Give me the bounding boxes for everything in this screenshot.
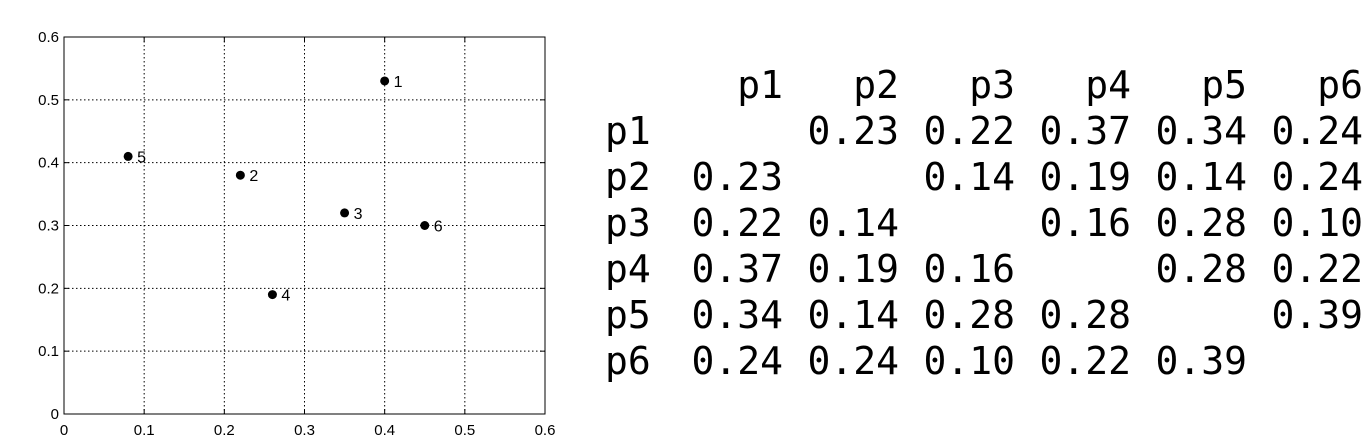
matrix-cell <box>899 200 1015 246</box>
matrix-cell: 0.34 <box>1155 109 1247 153</box>
matrix-row: p2 0.23 0.14 0.19 0.14 0.24 <box>605 154 1363 200</box>
matrix-cell: 0.19 <box>807 247 899 291</box>
grid-lines <box>64 37 545 414</box>
matrix-cell: 0.14 <box>923 155 1015 199</box>
matrix-corner <box>605 62 667 108</box>
column-header: p6 <box>1317 63 1363 107</box>
data-point <box>123 151 133 161</box>
matrix-header-row: p1 p2 p3 p4 p5 p6 <box>605 62 1363 108</box>
matrix-cell: 0.37 <box>1039 109 1131 153</box>
point-label: 2 <box>249 168 258 185</box>
x-tick-label: 0.5 <box>454 422 475 439</box>
matrix-row: p6 0.24 0.24 0.10 0.22 0.39 <box>605 338 1363 384</box>
x-tick-label: 0.4 <box>374 422 395 439</box>
matrix-cell: 0.22 <box>923 109 1015 153</box>
data-points: 1 2 3 4 5 6 <box>123 74 443 305</box>
point-label: 3 <box>354 206 363 223</box>
matrix-cell: 0.22 <box>1271 247 1363 291</box>
matrix-row: p4 0.37 0.19 0.16 0.28 0.22 <box>605 246 1363 292</box>
y-tick-label: 0.2 <box>38 280 59 297</box>
matrix-cell <box>667 108 783 154</box>
matrix-cell <box>1131 292 1247 338</box>
x-tick-label: 0.1 <box>134 422 155 439</box>
matrix-cell: 0.24 <box>1271 109 1363 153</box>
matrix-cell: 0.10 <box>1271 201 1363 245</box>
matrix-cell <box>783 154 899 200</box>
scatter-plot: 0 0.1 0.2 0.3 0.4 0.5 0.6 0 0.1 0.2 0.3 0.4 0.5 0.6 1… <box>38 29 555 439</box>
matrix-cell: 0.23 <box>807 109 899 153</box>
matrix-row: p5 0.34 0.14 0.28 0.28 0.39 <box>605 292 1363 338</box>
matrix-cell: 0.14 <box>1155 155 1247 199</box>
row-header: p6 <box>605 339 651 383</box>
column-header: p5 <box>1201 63 1247 107</box>
matrix-cell: 0.24 <box>1271 155 1363 199</box>
column-header: p2 <box>853 63 899 107</box>
data-point <box>420 221 430 230</box>
x-tick-label: 0.3 <box>294 422 315 439</box>
matrix-cell: 0.28 <box>1155 247 1247 291</box>
data-point <box>340 208 350 218</box>
y-tick-label: 0.3 <box>38 218 59 235</box>
row-header: p3 <box>605 201 651 245</box>
matrix-cell: 0.34 <box>691 293 783 337</box>
point-label: 4 <box>281 288 290 305</box>
column-header: p1 <box>737 63 783 107</box>
row-header: p1 <box>605 109 651 153</box>
matrix-cell: 0.24 <box>807 339 899 383</box>
matrix-cell: 0.39 <box>1155 339 1247 383</box>
row-header: p2 <box>605 155 651 199</box>
matrix-cell <box>1247 338 1363 384</box>
matrix-cell: 0.22 <box>1039 339 1131 383</box>
column-header: p3 <box>969 63 1015 107</box>
matrix-cell: 0.22 <box>691 201 783 245</box>
matrix-cell: 0.16 <box>1039 201 1131 245</box>
row-header: p5 <box>605 293 651 337</box>
y-tick-label: 0.5 <box>38 92 59 109</box>
matrix-cell: 0.24 <box>691 339 783 383</box>
matrix-cell: 0.14 <box>807 293 899 337</box>
matrix-row: p1 0.23 0.22 0.37 0.34 0.24 <box>605 108 1363 154</box>
y-tick-label: 0.1 <box>38 343 59 360</box>
row-header: p4 <box>605 247 651 291</box>
distance-matrix: p1 p2 p3 p4 p5 p6 p1 0.23 0.22 0.37 0.34… <box>605 62 1363 384</box>
matrix-cell: 0.23 <box>691 155 783 199</box>
matrix-cell: 0.14 <box>807 201 899 245</box>
matrix-cell: 0.10 <box>923 339 1015 383</box>
matrix-cell: 0.16 <box>923 247 1015 291</box>
y-tick-label: 0 <box>51 406 59 423</box>
x-tick-label: 0 <box>60 422 68 439</box>
y-tick-label: 0.6 <box>38 29 59 46</box>
matrix-cell: 0.28 <box>1155 201 1247 245</box>
matrix-cell: 0.28 <box>923 293 1015 337</box>
matrix-cell: 0.19 <box>1039 155 1131 199</box>
data-point <box>235 170 245 180</box>
point-label: 6 <box>434 219 443 236</box>
point-label: 5 <box>137 149 146 166</box>
x-tick-label: 0.6 <box>535 422 556 439</box>
data-point <box>267 290 277 300</box>
point-label: 1 <box>394 74 403 91</box>
axis-ticks: 0 0.1 0.2 0.3 0.4 0.5 0.6 0 0.1 0.2 0.3 0.4 0.5 0.6 <box>38 29 555 439</box>
matrix-row: p3 0.22 0.14 0.16 0.28 0.10 <box>605 200 1363 246</box>
data-point <box>380 76 390 86</box>
column-header: p4 <box>1085 63 1131 107</box>
y-tick-label: 0.4 <box>38 155 59 172</box>
matrix-cell: 0.37 <box>691 247 783 291</box>
matrix-cell: 0.28 <box>1039 293 1131 337</box>
x-tick-label: 0.2 <box>214 422 235 439</box>
matrix-cell: 0.39 <box>1271 293 1363 337</box>
matrix-cell <box>1015 246 1131 292</box>
